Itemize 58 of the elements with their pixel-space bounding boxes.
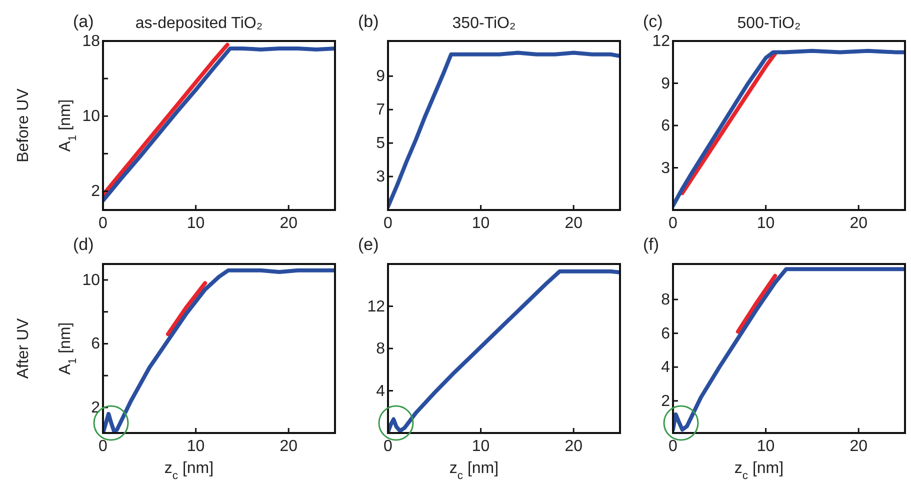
y-tick-label: 12: [367, 298, 386, 316]
y-tick-label: 8: [661, 291, 670, 308]
x-tick-label: 10: [186, 438, 205, 455]
y-tick-label: 2: [91, 183, 100, 200]
text: (b): [358, 12, 379, 31]
line-series: [103, 42, 230, 197]
y-tick-label: 7: [376, 102, 386, 119]
chart-title: 350-TiO₂: [452, 15, 516, 32]
x-axis-title: z$_{c}$ [nm]: [449, 460, 499, 482]
x-tick-label: 10: [756, 438, 775, 455]
line-series: [103, 46, 335, 203]
x-tick-label: 0: [384, 438, 393, 455]
y-tick-label: 6: [661, 325, 670, 342]
text: (f): [643, 235, 660, 254]
chart-title: as-deposited TiO₂: [135, 15, 263, 32]
y-tick-label: 3: [661, 160, 670, 177]
y-tick-label: 18: [82, 33, 100, 50]
text: After UV: [15, 318, 32, 379]
y-tick-label: 4: [661, 359, 670, 376]
line-series: [673, 48, 905, 208]
x-axis-title: z$_{c}$ [nm]: [734, 460, 784, 482]
x-tick-label: 10: [186, 215, 205, 232]
x-tick-label: 10: [472, 438, 490, 455]
text: (a): [73, 12, 94, 31]
y-tick-label: 10: [82, 108, 100, 126]
y-tick-label: 9: [661, 75, 670, 92]
x-tick-label: 20: [280, 438, 298, 455]
text: (e): [358, 235, 379, 254]
x-tick-label: 10: [472, 215, 490, 232]
x-tick-label: 0: [98, 215, 108, 232]
y-tick-label: 2: [661, 392, 670, 410]
y-tick-label: 12: [652, 33, 670, 50]
x-tick-label: 0: [668, 215, 678, 232]
x-tick-label: 0: [384, 215, 393, 232]
line-series: [680, 52, 778, 196]
line-series: [388, 50, 620, 209]
x-tick-label: 20: [280, 215, 298, 232]
text: (c): [643, 12, 663, 31]
x-tick-label: 20: [564, 215, 583, 232]
x-tick-label: 20: [850, 215, 868, 232]
x-tick-label: 0: [98, 438, 108, 455]
x-tick-label: 20: [850, 438, 868, 455]
text: Before UV: [15, 88, 32, 162]
y-tick-label: 10: [82, 272, 100, 289]
y-tick-label: 5: [376, 135, 386, 152]
x-tick-label: 0: [668, 438, 678, 455]
x-tick-label: 20: [564, 438, 583, 455]
x-axis-title: z$_{c}$ [nm]: [164, 460, 214, 482]
y-tick-label: 4: [376, 382, 386, 400]
y-tick-label: 9: [376, 68, 386, 86]
text: (d): [73, 235, 94, 254]
chart-title: 500-TiO₂: [737, 15, 801, 32]
y-tick-label: 3: [376, 168, 386, 186]
y-tick-label: 6: [661, 118, 670, 134]
x-tick-label: 10: [756, 215, 775, 232]
y-tick-label: 2: [91, 399, 100, 416]
y-tick-label: 6: [91, 336, 100, 353]
y-tick-label: 8: [376, 340, 386, 358]
